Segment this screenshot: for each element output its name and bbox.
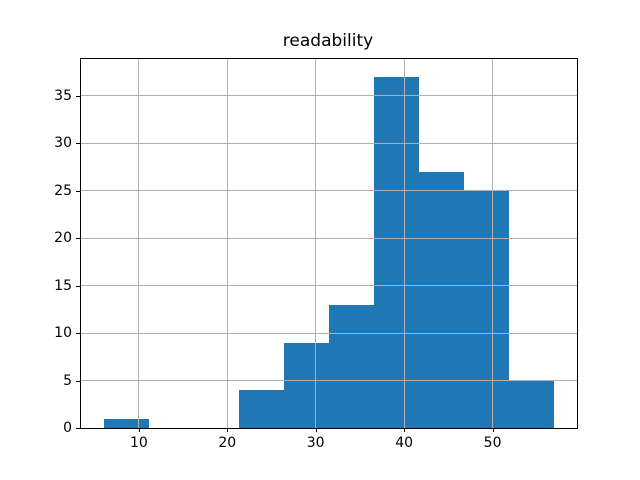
x-tick-mark (138, 428, 140, 432)
x-tick-mark (404, 428, 406, 432)
x-tick-label: 10 (129, 435, 148, 451)
gridline-horizontal (81, 95, 577, 97)
x-tick-mark (315, 428, 317, 432)
gridline-vertical (226, 59, 228, 428)
gridline-vertical (492, 59, 494, 428)
y-tick-label: 0 (63, 420, 72, 436)
y-tick-label: 20 (54, 230, 72, 246)
plot-area (80, 58, 578, 429)
y-tick-label: 30 (54, 135, 72, 152)
gridline-horizontal (81, 190, 577, 191)
x-tick-label: 50 (483, 435, 502, 451)
histogram-bar (374, 76, 420, 428)
y-tick-label: 15 (54, 277, 72, 294)
gridline-vertical (138, 59, 140, 428)
x-tick-label: 20 (218, 435, 237, 451)
y-tick-label: 10 (54, 325, 72, 341)
x-tick-mark (227, 428, 229, 432)
gridline-vertical (403, 59, 405, 428)
y-tick-mark (76, 238, 80, 239)
histogram-bar (464, 190, 510, 428)
histogram-bar (103, 418, 149, 428)
histogram-bar (419, 171, 465, 428)
y-tick-mark (76, 333, 80, 334)
y-tick-mark (76, 428, 80, 429)
histogram-bar (283, 342, 329, 428)
y-tick-mark (76, 285, 80, 287)
gridline-vertical (315, 59, 317, 428)
histogram-bar (509, 380, 555, 428)
y-tick-label: 35 (54, 87, 72, 104)
y-tick-label: 25 (54, 182, 72, 199)
gridline-horizontal (81, 380, 577, 381)
gridline-horizontal (81, 285, 577, 286)
gridline-horizontal (81, 332, 577, 334)
gridline-horizontal (81, 142, 577, 144)
gridline-horizontal (81, 237, 577, 239)
histogram-bar (329, 304, 375, 428)
x-tick-label: 40 (395, 435, 414, 451)
x-tick-label: 30 (306, 435, 325, 451)
y-tick-label: 5 (63, 372, 72, 389)
gridline-horizontal (81, 427, 577, 428)
chart-title: readability (282, 31, 374, 51)
y-tick-mark (76, 190, 80, 192)
y-tick-mark (76, 380, 80, 382)
y-tick-mark (76, 143, 80, 145)
histogram-bar (238, 390, 284, 428)
y-tick-mark (76, 95, 80, 97)
x-tick-mark (492, 428, 494, 432)
